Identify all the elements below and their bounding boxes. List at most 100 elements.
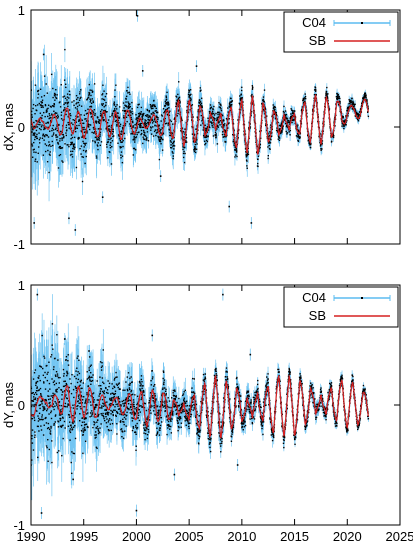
c04-point xyxy=(111,112,114,114)
c04-point xyxy=(240,89,243,92)
c04-point xyxy=(66,101,68,104)
c04-point xyxy=(289,129,292,132)
c04-point xyxy=(92,140,94,142)
c04-point xyxy=(32,103,35,106)
c04-point xyxy=(270,135,273,137)
c04-point xyxy=(274,106,276,108)
c04-point xyxy=(91,115,93,118)
c04-point xyxy=(35,135,37,138)
c04-point xyxy=(111,113,113,115)
c04-point xyxy=(246,167,248,169)
c04-point xyxy=(48,130,51,132)
c04-point xyxy=(200,124,202,126)
c04-point xyxy=(159,139,162,141)
c04-point xyxy=(118,117,120,119)
c04-point xyxy=(237,119,239,121)
c04-point xyxy=(147,119,150,121)
c04-point xyxy=(47,104,50,106)
c04-point xyxy=(57,143,60,145)
c04-point xyxy=(280,125,282,127)
c04-point xyxy=(76,108,78,110)
c04-point xyxy=(109,116,111,118)
c04-point xyxy=(222,136,224,138)
c04-point xyxy=(129,105,132,108)
c04-point xyxy=(145,137,148,140)
c04-point xyxy=(48,171,50,174)
c04-point xyxy=(332,133,335,135)
c04-point xyxy=(163,111,165,114)
c04-point xyxy=(153,105,156,108)
c04-point xyxy=(60,114,63,116)
c04-point xyxy=(271,128,274,130)
c04-point xyxy=(120,154,122,156)
c04-point xyxy=(158,125,160,128)
c04-point xyxy=(110,137,112,139)
c04-point xyxy=(49,105,52,108)
c04-point xyxy=(212,121,215,124)
c04-point xyxy=(110,163,113,165)
c04-point xyxy=(168,103,170,105)
c04-point xyxy=(159,130,161,133)
c04-point xyxy=(246,165,248,167)
c04-point xyxy=(31,156,34,158)
c04-point xyxy=(72,123,74,126)
c04-point xyxy=(53,94,56,96)
c04-point xyxy=(83,135,85,137)
c04-point xyxy=(214,117,216,120)
c04-point xyxy=(68,127,70,129)
c04-point xyxy=(123,132,126,135)
c04-point xyxy=(320,143,322,146)
c04-point xyxy=(90,94,92,97)
c04-point xyxy=(145,122,147,125)
c04-point xyxy=(287,121,289,124)
c04-point xyxy=(137,117,139,120)
c04-point xyxy=(158,137,160,139)
c04-point xyxy=(327,93,329,95)
c04-point xyxy=(195,128,198,130)
c04-point xyxy=(113,101,116,103)
c04-point xyxy=(46,134,48,137)
c04-point xyxy=(131,113,134,115)
c04-point xyxy=(98,139,101,141)
c04-point xyxy=(144,122,147,124)
c04-point xyxy=(51,135,53,137)
c04-point xyxy=(78,137,80,139)
c04-point xyxy=(229,101,231,103)
c04-point xyxy=(64,83,67,85)
c04-point xyxy=(56,117,59,119)
c04-point xyxy=(107,157,109,159)
c04-point xyxy=(143,138,146,141)
c04-point xyxy=(48,153,51,155)
c04-point xyxy=(238,102,241,105)
c04-point xyxy=(165,101,168,104)
c04-point xyxy=(129,109,131,112)
c04-point xyxy=(173,118,176,120)
c04-point xyxy=(149,115,151,117)
c04-point xyxy=(245,153,247,156)
c04-point xyxy=(80,114,82,116)
c04-point xyxy=(80,145,83,147)
c04-point xyxy=(278,130,280,132)
c04-point xyxy=(87,125,89,127)
c04-point xyxy=(283,105,285,108)
c04-point xyxy=(64,102,67,104)
c04-point xyxy=(149,116,151,118)
c04-point xyxy=(69,113,71,115)
c04-point xyxy=(78,120,80,122)
c04-point xyxy=(53,110,55,112)
c04-point xyxy=(81,119,83,121)
c04-point xyxy=(141,116,143,118)
c04-point xyxy=(38,102,41,105)
c04-point xyxy=(67,101,70,104)
c04-point xyxy=(83,122,85,125)
c04-point xyxy=(58,123,60,126)
c04-point xyxy=(207,117,209,119)
c04-point xyxy=(85,151,87,153)
c04-point xyxy=(188,96,190,98)
c04-point xyxy=(191,104,194,106)
c04-point xyxy=(56,112,58,114)
c04-point xyxy=(151,118,153,120)
c04-point xyxy=(84,144,86,146)
c04-point xyxy=(165,102,167,105)
